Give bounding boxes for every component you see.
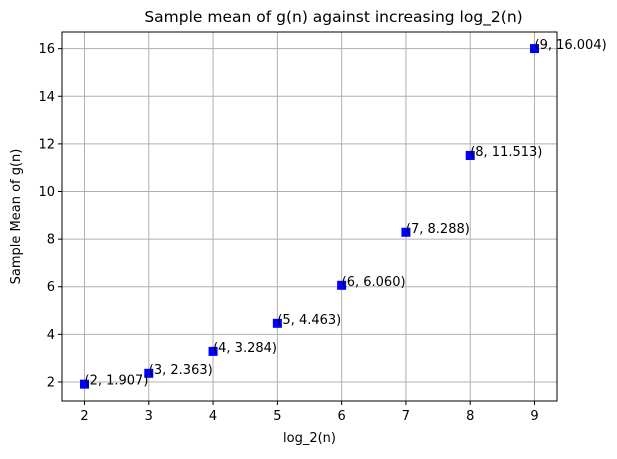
- y-axis-label: Sample Mean of g(n): [9, 149, 24, 285]
- y-tick-label: 8: [47, 233, 55, 248]
- data-point-marker: [208, 346, 218, 356]
- grid: [62, 32, 557, 401]
- data-point-label: (5, 4.463): [277, 313, 341, 328]
- data-point-label: (2, 1.907): [85, 374, 149, 389]
- data-point-label: (6, 6.060): [342, 275, 406, 290]
- y-tick-label: 10: [38, 185, 55, 200]
- data-point-marker: [465, 150, 475, 160]
- data-labels: (2, 1.907)(3, 2.363)(4, 3.284)(5, 4.463)…: [85, 38, 607, 389]
- data-point-label: (9, 16.004): [535, 38, 607, 53]
- plot-frame: [61, 31, 558, 402]
- data-points: [80, 44, 539, 389]
- x-tick-label: 3: [145, 409, 153, 424]
- data-point-marker: [530, 44, 539, 54]
- x-tick-label: 7: [402, 409, 410, 424]
- y-tick-label: 16: [38, 42, 55, 57]
- data-point-label: (8, 11.513): [470, 145, 542, 160]
- chart-title: Sample mean of g(n) against increasing l…: [144, 8, 522, 27]
- x-tick-label: 6: [338, 409, 346, 424]
- data-point-label: (7, 8.288): [406, 222, 470, 237]
- data-point-marker: [337, 280, 347, 290]
- data-point-marker: [401, 227, 411, 237]
- x-tick-label: 5: [273, 409, 281, 424]
- x-tick-label: 2: [80, 409, 88, 424]
- x-tick-label: 9: [530, 409, 538, 424]
- data-point-marker: [80, 379, 89, 389]
- y-tick-label: 4: [47, 328, 55, 343]
- y-tick-label: 12: [38, 137, 55, 152]
- data-point-label: (3, 2.363): [149, 363, 213, 378]
- data-point-marker: [144, 368, 154, 378]
- y-tick-label: 6: [47, 280, 55, 295]
- y-tick-label: 14: [38, 90, 55, 105]
- x-tick-label: 8: [466, 409, 474, 424]
- x-tick-label: 4: [209, 409, 217, 424]
- data-point-marker: [272, 318, 282, 328]
- x-axis-label: log_2(n): [283, 431, 336, 446]
- y-tick-label: 2: [47, 375, 55, 390]
- data-point-label: (4, 3.284): [213, 341, 277, 356]
- axes: 2 3 4 5 6 7 8 9 2 4 6 8 10 12 14 16: [38, 31, 558, 424]
